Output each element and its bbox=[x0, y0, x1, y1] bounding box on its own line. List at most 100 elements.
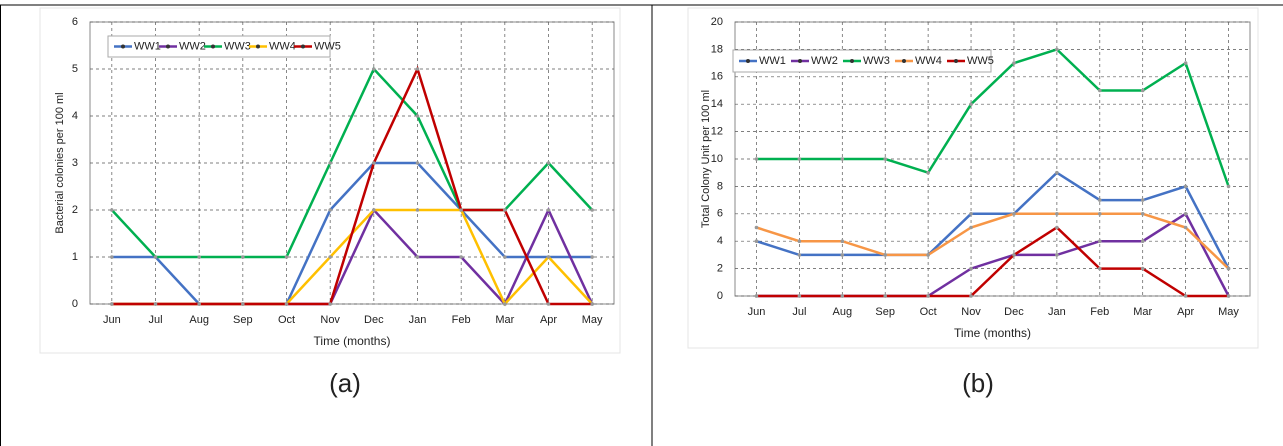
x-tick-label: Feb bbox=[1090, 306, 1109, 318]
point bbox=[328, 255, 332, 259]
point bbox=[1055, 47, 1059, 52]
point bbox=[153, 302, 158, 306]
point bbox=[1183, 61, 1188, 65]
point bbox=[1140, 198, 1145, 202]
point bbox=[415, 161, 420, 165]
point bbox=[1055, 253, 1059, 257]
point bbox=[883, 157, 888, 161]
x-tick-label: Aug bbox=[833, 306, 853, 318]
point bbox=[969, 225, 973, 230]
point bbox=[969, 266, 973, 271]
y-tick-label: 10 bbox=[711, 153, 723, 165]
point bbox=[328, 302, 332, 306]
point bbox=[328, 208, 332, 212]
point bbox=[797, 294, 802, 298]
x-tick-label: Mar bbox=[495, 314, 514, 326]
legend-label: WW2 bbox=[179, 40, 206, 52]
x-axis-title: Time (months) bbox=[314, 334, 391, 348]
y-tick-label: 8 bbox=[717, 180, 723, 192]
y-tick-label: 4 bbox=[717, 235, 723, 247]
point bbox=[1097, 212, 1102, 216]
x-tick-label: Apr bbox=[1177, 306, 1194, 318]
point bbox=[969, 102, 973, 106]
chart: 0 2 4 6 8 10 12 14 16 18 20 Jun Jul Aug Sep Oct Nov Dec Ja… bbox=[700, 16, 1251, 398]
legend-marker bbox=[166, 44, 170, 49]
point bbox=[328, 161, 332, 165]
point bbox=[459, 208, 463, 212]
point bbox=[590, 255, 594, 259]
series-line bbox=[110, 66, 594, 259]
point bbox=[503, 255, 507, 259]
point bbox=[797, 253, 802, 257]
point bbox=[1055, 212, 1059, 216]
point bbox=[153, 255, 158, 259]
legend-marker bbox=[746, 59, 750, 63]
y-tick-label: 2 bbox=[717, 263, 723, 275]
point bbox=[546, 302, 551, 306]
legend-label: WW1 bbox=[759, 55, 786, 67]
y-tick-label: 0 bbox=[72, 298, 78, 310]
legend-label: WW1 bbox=[134, 40, 161, 52]
chart-area bbox=[39, 7, 621, 354]
legend-marker bbox=[301, 44, 305, 49]
point bbox=[1183, 225, 1188, 230]
point bbox=[284, 302, 289, 306]
x-tick-label: Oct bbox=[278, 314, 295, 326]
x-tick-label: Jun bbox=[748, 306, 766, 318]
point bbox=[969, 294, 973, 298]
point bbox=[840, 157, 845, 161]
legend-label: WW3 bbox=[863, 55, 890, 67]
point bbox=[459, 255, 463, 259]
chart: 0 1 2 3 4 5 6 Jun Jul Aug Sep Oct Nov Dec Jan Feb Mar Apr… bbox=[54, 16, 615, 398]
legend-label: WW2 bbox=[811, 55, 838, 67]
x-tick-label: Nov bbox=[320, 314, 340, 326]
point bbox=[546, 255, 551, 259]
y-tick-label: 16 bbox=[711, 71, 723, 83]
point bbox=[1140, 212, 1145, 216]
x-tick-label: Feb bbox=[452, 314, 471, 326]
x-tick-label: Jul bbox=[148, 314, 162, 326]
point bbox=[546, 208, 551, 212]
legend-label: WW3 bbox=[224, 40, 251, 52]
point bbox=[546, 161, 551, 165]
point bbox=[883, 294, 888, 298]
point bbox=[415, 67, 420, 71]
x-tick-label: Aug bbox=[189, 314, 209, 326]
x-tick-label: Jun bbox=[103, 314, 121, 326]
x-tick-label: Sep bbox=[233, 314, 253, 326]
y-tick-label: 12 bbox=[711, 126, 723, 138]
y-tick-label: 6 bbox=[72, 16, 78, 28]
y-tick-label: 0 bbox=[717, 290, 723, 302]
point bbox=[1097, 266, 1102, 271]
point bbox=[1140, 88, 1145, 93]
point bbox=[883, 253, 888, 257]
caption: (b) bbox=[962, 368, 994, 398]
point bbox=[415, 114, 420, 118]
point bbox=[110, 255, 114, 259]
x-tick-label: Dec bbox=[364, 314, 384, 326]
y-tick-label: 2 bbox=[72, 204, 78, 216]
legend-marker bbox=[954, 59, 958, 63]
x-tick-label: Jan bbox=[409, 314, 427, 326]
y-tick-label: 20 bbox=[711, 16, 723, 28]
x-tick-label: Apr bbox=[540, 314, 557, 326]
x-tick-label: Jul bbox=[792, 306, 806, 318]
point bbox=[1097, 239, 1102, 243]
point bbox=[241, 255, 245, 259]
legend-marker bbox=[902, 59, 906, 63]
series-line bbox=[756, 47, 1230, 187]
point bbox=[1012, 253, 1016, 257]
series-line bbox=[111, 161, 593, 306]
point bbox=[110, 302, 114, 306]
point bbox=[372, 67, 376, 71]
point bbox=[926, 170, 930, 175]
chart-area bbox=[687, 7, 1259, 349]
point bbox=[1183, 294, 1188, 298]
legend-marker bbox=[121, 44, 125, 49]
point bbox=[590, 302, 594, 306]
point bbox=[1055, 170, 1059, 175]
point bbox=[797, 157, 802, 161]
y-tick-label: 5 bbox=[72, 63, 78, 75]
legend-marker bbox=[798, 59, 802, 63]
